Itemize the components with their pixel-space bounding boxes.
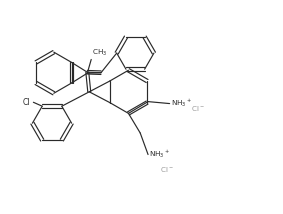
Text: CH$_3$: CH$_3$ (92, 48, 108, 58)
Text: Cl$^-$: Cl$^-$ (191, 104, 205, 113)
Text: NH$_3$$^+$: NH$_3$$^+$ (149, 149, 170, 160)
Text: Cl: Cl (23, 98, 31, 107)
Text: NH$_3$$^+$: NH$_3$$^+$ (171, 98, 192, 109)
Text: Cl$^-$: Cl$^-$ (160, 165, 173, 174)
